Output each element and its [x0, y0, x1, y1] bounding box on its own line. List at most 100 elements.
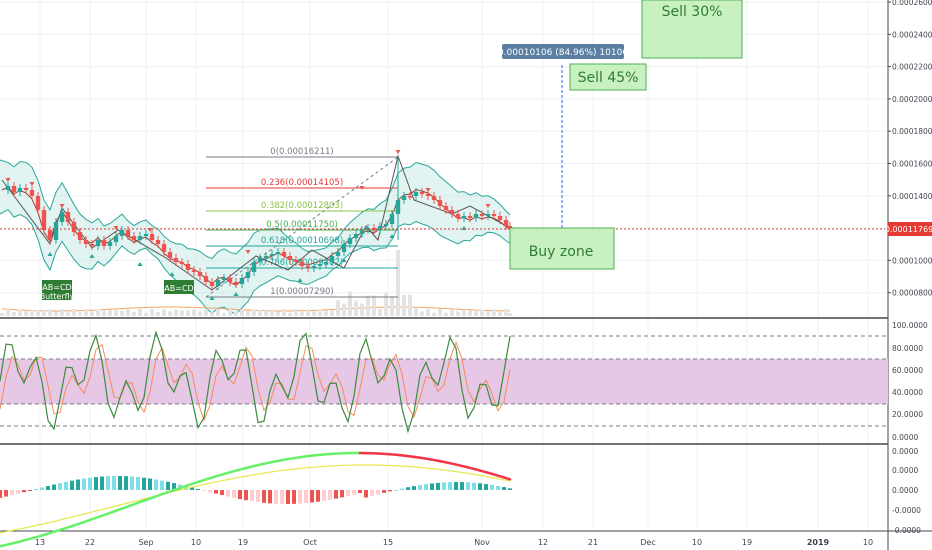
- candle-body: [173, 258, 179, 262]
- sell45-annotation[interactable]: Sell 45%: [569, 63, 647, 91]
- volume-bar: [252, 309, 256, 316]
- fractal-down: [59, 204, 65, 208]
- macd-hist-bar: [136, 477, 140, 490]
- candle-body: [101, 240, 107, 246]
- stochastic-pane[interactable]: [0, 330, 888, 434]
- volume-bar: [276, 311, 280, 316]
- time-tick-label: Oct: [303, 538, 317, 547]
- macd-hist-bar: [208, 490, 212, 493]
- macd-hist-bar: [358, 490, 362, 494]
- macd-pane[interactable]: [0, 451, 512, 548]
- candle-body: [353, 234, 359, 238]
- price-pane[interactable]: 0(0.00016211) 0.236(0.00014105) 0.382(0.00…: [0, 0, 888, 316]
- time-axis[interactable]: 13 22 Sep 10 19 Oct 15 Nov 12 21 Dec 10 19 2019 10: [35, 538, 873, 547]
- candle-body: [269, 254, 275, 256]
- macd-hist-bar: [442, 482, 446, 490]
- fib-trend-line: [205, 156, 399, 298]
- macd-hist-bar: [292, 490, 296, 504]
- svg-text:Butterfly: Butterfly: [40, 292, 75, 301]
- volume-bar: [186, 310, 190, 316]
- volume-bar: [126, 309, 130, 316]
- volume-bar: [138, 309, 142, 316]
- candle-body: [95, 240, 101, 246]
- fractal-down: [245, 250, 251, 254]
- fibonacci-retracement[interactable]: 0(0.00016211) 0.236(0.00014105) 0.382(0.00…: [205, 147, 399, 298]
- volume-bar: [426, 309, 430, 316]
- time-tick-label: 12: [538, 538, 548, 547]
- volume-bar: [222, 312, 226, 316]
- time-tick-label: 21: [588, 538, 598, 547]
- candle-body: [29, 190, 35, 196]
- candle-body: [215, 280, 221, 286]
- volume-bar: [270, 309, 274, 316]
- volume-bar: [54, 311, 58, 316]
- volume-bar: [288, 312, 292, 316]
- volume-bar: [0, 313, 4, 316]
- bollinger-band-fill: [0, 160, 510, 314]
- volume-bar: [414, 307, 418, 316]
- candle-body: [497, 216, 503, 220]
- macd-tick-label: -0.0000: [892, 526, 921, 535]
- stochastic-axis[interactable]: 100.0000 80.0000 60.0000 40.0000 20.0000 0.00…: [892, 321, 928, 442]
- volume-bar: [348, 291, 352, 316]
- candle-body: [311, 266, 317, 268]
- svg-text:AB=CD: AB=CD: [164, 284, 193, 293]
- macd-hist-bar: [244, 490, 248, 501]
- time-tick-label: 15: [383, 538, 393, 547]
- volume-bar: [312, 311, 316, 316]
- candle-body: [71, 222, 77, 232]
- fractal-up: [233, 292, 239, 296]
- fractal-down: [113, 226, 119, 230]
- volume-bar: [282, 309, 286, 316]
- candle-body: [503, 220, 509, 226]
- macd-hist-bar: [490, 484, 494, 490]
- candle-body: [209, 282, 215, 286]
- macd-axis[interactable]: 0.0000 0.0000 0.0000 -0.0000 -0.0000: [892, 447, 921, 535]
- volume-bar: [120, 310, 124, 316]
- candle-body: [233, 282, 239, 284]
- candle-body: [449, 210, 455, 214]
- buy-zone-annotation[interactable]: Buy zone: [509, 227, 615, 270]
- volume-bar: [42, 310, 46, 316]
- volume-bar: [180, 310, 184, 316]
- volume-bar: [114, 309, 118, 316]
- volume-bar: [24, 311, 28, 316]
- candle-body: [389, 214, 395, 224]
- volume-bar: [174, 309, 178, 316]
- volume-bar: [78, 312, 82, 316]
- volume-bar: [192, 309, 196, 316]
- volume-bar: [444, 312, 448, 316]
- candle-body: [143, 234, 149, 236]
- macd-hist-bar: [328, 490, 332, 500]
- candle-body: [227, 278, 233, 282]
- candle-body: [167, 252, 173, 258]
- macd-hist-bar: [184, 485, 188, 490]
- macd-hist-bar: [160, 480, 164, 490]
- candle-body: [245, 272, 251, 278]
- sell30-annotation[interactable]: Sell 30%: [641, 0, 743, 59]
- volume-bar: [378, 308, 382, 316]
- volume-bar: [294, 309, 298, 316]
- stoch-tick-label: 0.0000: [892, 433, 918, 442]
- macd-hist-bar: [238, 490, 242, 500]
- macd-hist-bar: [466, 482, 470, 490]
- macd-hist-bar: [370, 490, 374, 496]
- time-tick-label: Nov: [474, 538, 490, 547]
- volume-bar: [90, 311, 94, 316]
- macd-hist-bar: [430, 483, 434, 490]
- macd-hist-bar: [34, 489, 38, 491]
- volume-bar: [408, 294, 412, 316]
- macd-hist-bar: [166, 481, 170, 490]
- candle-body: [11, 186, 17, 192]
- candle-body: [239, 278, 245, 284]
- macd-tick-label: -0.0000: [892, 506, 921, 515]
- volume-bar: [132, 311, 136, 316]
- candle-body: [131, 236, 137, 240]
- macd-hist-bar: [436, 482, 440, 490]
- macd-hist-bar: [346, 490, 350, 496]
